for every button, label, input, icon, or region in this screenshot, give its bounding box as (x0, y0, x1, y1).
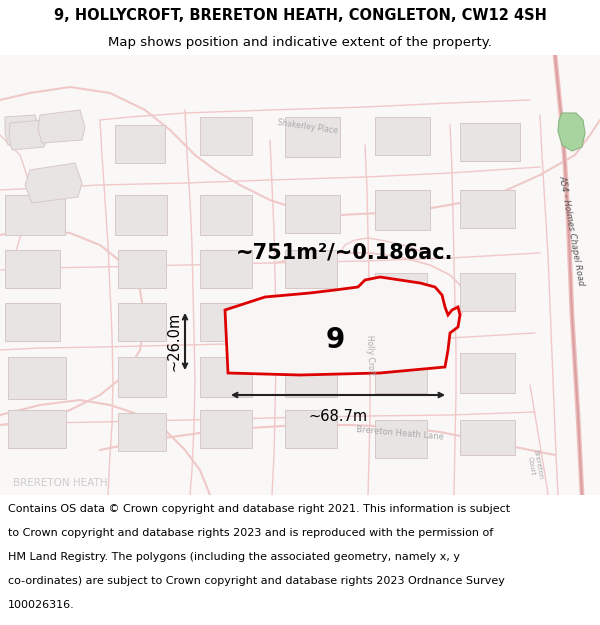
Polygon shape (115, 195, 167, 235)
Polygon shape (118, 303, 166, 341)
Polygon shape (115, 125, 165, 163)
Polygon shape (8, 410, 66, 448)
Text: 100026316.: 100026316. (8, 600, 74, 610)
Polygon shape (460, 190, 515, 228)
Polygon shape (25, 163, 82, 203)
Polygon shape (375, 353, 427, 393)
Polygon shape (200, 410, 252, 448)
Text: ~26.0m: ~26.0m (166, 311, 181, 371)
Polygon shape (200, 303, 252, 341)
Polygon shape (225, 277, 460, 375)
Polygon shape (118, 413, 166, 451)
Polygon shape (460, 420, 515, 455)
Polygon shape (200, 250, 252, 288)
Polygon shape (5, 250, 60, 288)
Polygon shape (375, 117, 430, 155)
Polygon shape (285, 250, 337, 288)
Text: ~68.7m: ~68.7m (308, 409, 368, 424)
Polygon shape (200, 117, 252, 155)
Polygon shape (285, 195, 340, 233)
Polygon shape (285, 305, 337, 343)
Text: Brereton Heath Lane: Brereton Heath Lane (356, 425, 444, 441)
Polygon shape (118, 357, 166, 397)
Text: Shakerley Place: Shakerley Place (277, 118, 338, 136)
Polygon shape (285, 357, 337, 397)
Polygon shape (375, 190, 430, 230)
Polygon shape (460, 273, 515, 311)
Polygon shape (5, 303, 60, 341)
Polygon shape (375, 420, 427, 458)
Text: 9: 9 (325, 326, 344, 354)
Text: to Crown copyright and database rights 2023 and is reproduced with the permissio: to Crown copyright and database rights 2… (8, 528, 493, 538)
Polygon shape (38, 110, 85, 143)
Text: Contains OS data © Crown copyright and database right 2021. This information is : Contains OS data © Crown copyright and d… (8, 504, 510, 514)
Polygon shape (460, 353, 515, 393)
Polygon shape (285, 410, 337, 448)
Polygon shape (375, 273, 427, 311)
Text: HM Land Registry. The polygons (including the associated geometry, namely x, y: HM Land Registry. The polygons (includin… (8, 552, 460, 562)
Polygon shape (460, 123, 520, 161)
Text: Map shows position and indicative extent of the property.: Map shows position and indicative extent… (108, 36, 492, 49)
Text: ~751m²/~0.186ac.: ~751m²/~0.186ac. (236, 243, 454, 263)
Text: 9, HOLLYCROFT, BRERETON HEATH, CONGLETON, CW12 4SH: 9, HOLLYCROFT, BRERETON HEATH, CONGLETON… (53, 8, 547, 23)
Text: A54 - Holmes Chapel Road: A54 - Holmes Chapel Road (558, 174, 586, 286)
Polygon shape (8, 357, 66, 399)
Polygon shape (5, 195, 65, 235)
Polygon shape (200, 357, 252, 397)
Polygon shape (9, 120, 48, 150)
Text: Brereton
Court: Brereton Court (526, 449, 544, 481)
Text: co-ordinates) are subject to Crown copyright and database rights 2023 Ordnance S: co-ordinates) are subject to Crown copyr… (8, 576, 505, 586)
Polygon shape (200, 195, 252, 235)
Polygon shape (285, 117, 340, 157)
Text: BRERETON HEATH: BRERETON HEATH (13, 478, 107, 488)
Polygon shape (558, 113, 585, 151)
Polygon shape (5, 115, 40, 145)
Polygon shape (118, 250, 166, 288)
Text: Holly Croft: Holly Croft (365, 334, 375, 376)
